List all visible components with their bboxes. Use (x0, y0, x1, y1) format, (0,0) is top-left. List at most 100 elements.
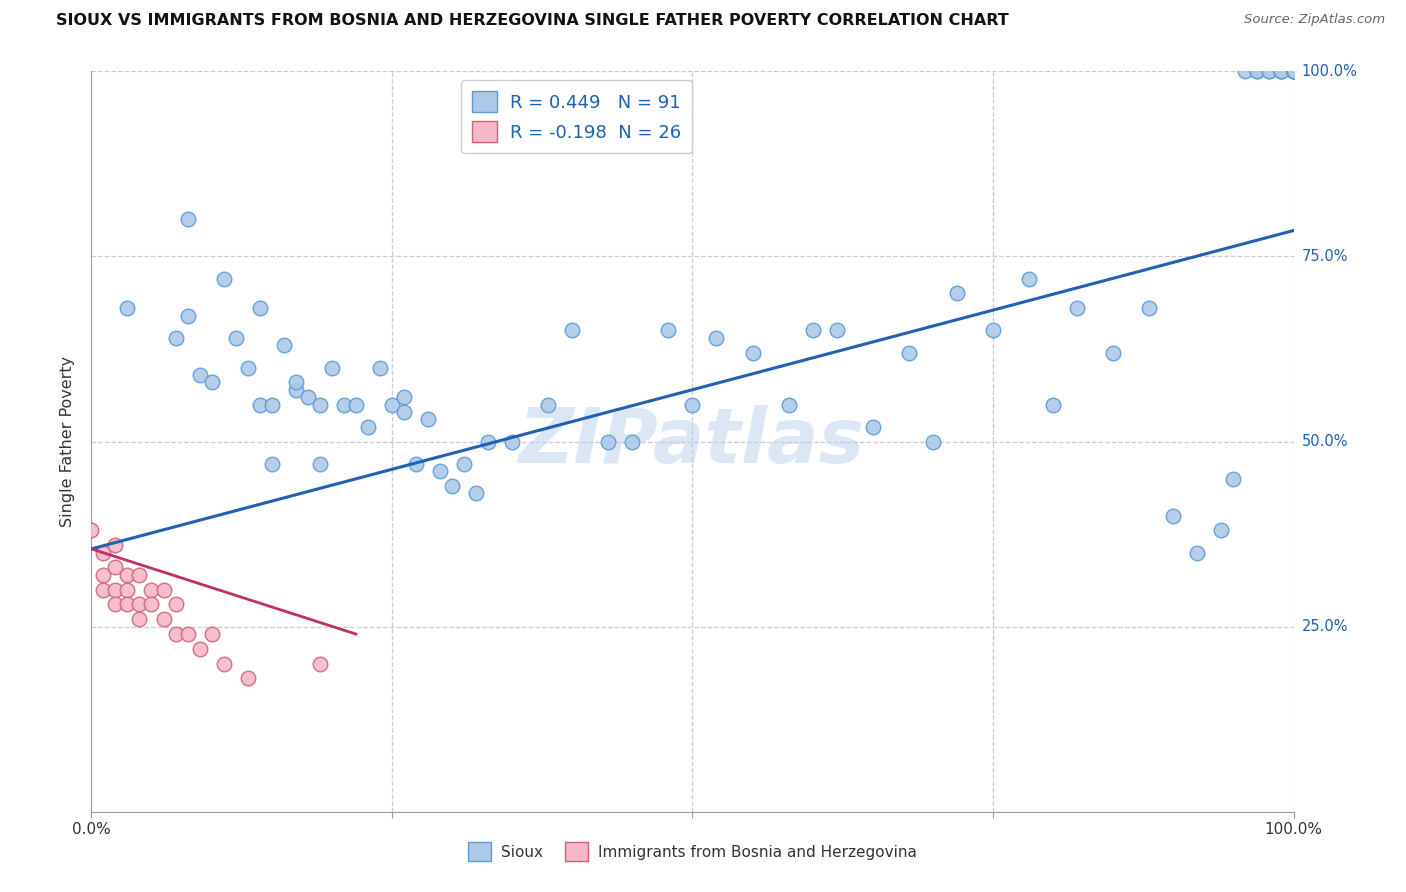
Point (392, 405, 415, 419)
Point (741, 345, 763, 359)
Point (1018, 271, 1040, 285)
Point (1282, 64, 1305, 78)
Point (93, 546, 115, 560)
Point (825, 324, 848, 338)
Point (357, 419, 380, 434)
Point (165, 598, 187, 612)
Point (1270, 64, 1292, 78)
Point (188, 368, 211, 382)
Point (862, 419, 884, 434)
Text: 50.0%: 50.0% (1302, 434, 1348, 449)
Point (128, 598, 150, 612)
Point (1282, 64, 1305, 78)
Point (152, 582, 174, 597)
Point (225, 331, 247, 345)
Point (308, 457, 330, 471)
Point (681, 397, 703, 411)
Point (141, 582, 163, 597)
Point (117, 567, 139, 582)
Point (104, 598, 127, 612)
Point (236, 672, 259, 686)
Text: 25.0%: 25.0% (1302, 619, 1348, 634)
Point (381, 397, 404, 411)
Point (453, 457, 475, 471)
Text: 75.0%: 75.0% (1302, 249, 1348, 264)
Point (1270, 64, 1292, 78)
Point (561, 324, 583, 338)
Point (946, 286, 969, 301)
Point (1258, 64, 1281, 78)
Point (1282, 64, 1305, 78)
Point (1282, 64, 1305, 78)
Point (1187, 546, 1209, 560)
Point (1222, 471, 1244, 485)
Point (308, 397, 330, 411)
Point (117, 582, 139, 597)
Point (1211, 524, 1233, 538)
Point (706, 331, 728, 345)
Point (1282, 64, 1305, 78)
Point (297, 390, 319, 404)
Point (392, 390, 415, 404)
Point (212, 271, 235, 285)
Point (1258, 64, 1281, 78)
Point (657, 324, 679, 338)
Point (405, 457, 427, 471)
Point (165, 627, 187, 641)
Point (176, 627, 198, 641)
Point (1102, 345, 1125, 359)
Point (1282, 64, 1305, 78)
Text: 100.0%: 100.0% (1302, 64, 1358, 78)
Point (1282, 64, 1305, 78)
Point (429, 464, 451, 478)
Point (501, 434, 523, 449)
Point (897, 345, 920, 359)
Point (778, 397, 800, 411)
Point (249, 301, 271, 316)
Point (1282, 64, 1305, 78)
Point (1282, 64, 1305, 78)
Point (321, 360, 343, 375)
Text: SIOUX VS IMMIGRANTS FROM BOSNIA AND HERZEGOVINA SINGLE FATHER POVERTY CORRELATIO: SIOUX VS IMMIGRANTS FROM BOSNIA AND HERZ… (56, 13, 1010, 29)
Point (141, 598, 163, 612)
Legend: Sioux, Immigrants from Bosnia and Herzegovina: Sioux, Immigrants from Bosnia and Herzeg… (463, 836, 922, 867)
Point (1282, 64, 1305, 78)
Point (1282, 64, 1305, 78)
Point (128, 567, 150, 582)
Y-axis label: Single Father Poverty: Single Father Poverty (60, 356, 76, 527)
Point (104, 560, 127, 574)
Point (598, 434, 620, 449)
Point (922, 434, 945, 449)
Point (212, 657, 235, 671)
Point (1282, 64, 1305, 78)
Point (1282, 64, 1305, 78)
Point (1282, 64, 1305, 78)
Point (1066, 301, 1088, 316)
Point (1246, 64, 1268, 78)
Point (1282, 64, 1305, 78)
Point (621, 434, 644, 449)
Point (416, 412, 439, 426)
Point (1246, 64, 1268, 78)
Point (93, 582, 115, 597)
Point (1282, 64, 1305, 78)
Point (260, 457, 283, 471)
Point (201, 376, 224, 390)
Point (176, 309, 198, 323)
Point (308, 657, 330, 671)
Point (165, 331, 187, 345)
Point (1234, 64, 1257, 78)
Point (152, 612, 174, 626)
Point (176, 212, 198, 227)
Point (1282, 64, 1305, 78)
Point (104, 582, 127, 597)
Point (104, 538, 127, 552)
Point (1270, 64, 1292, 78)
Point (1282, 64, 1305, 78)
Point (477, 434, 499, 449)
Point (344, 397, 367, 411)
Point (1282, 64, 1305, 78)
Text: Source: ZipAtlas.com: Source: ZipAtlas.com (1244, 13, 1385, 27)
Point (260, 397, 283, 411)
Point (284, 376, 307, 390)
